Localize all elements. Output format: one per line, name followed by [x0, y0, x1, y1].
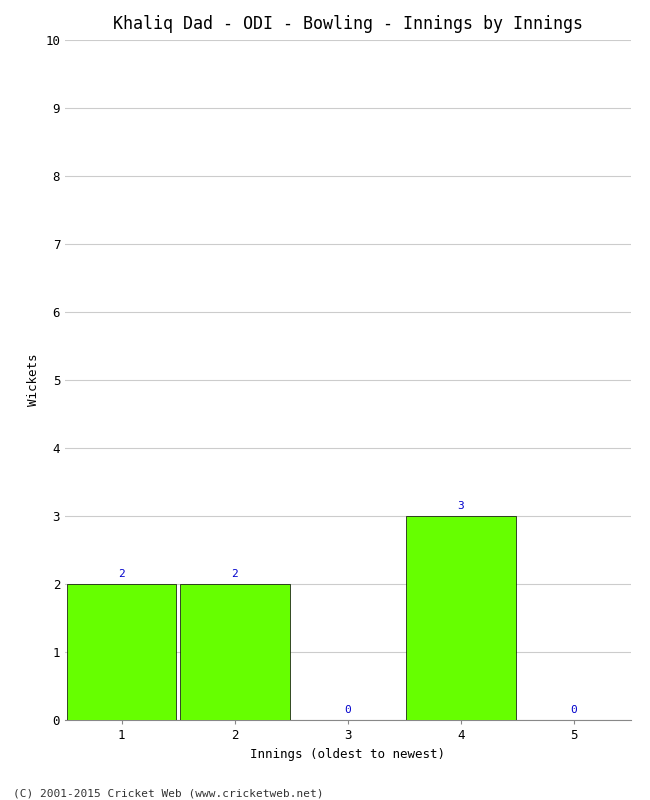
Y-axis label: Wickets: Wickets: [27, 354, 40, 406]
Bar: [406, 516, 515, 720]
Text: (C) 2001-2015 Cricket Web (www.cricketweb.net): (C) 2001-2015 Cricket Web (www.cricketwe…: [13, 788, 324, 798]
Title: Khaliq Dad - ODI - Bowling - Innings by Innings: Khaliq Dad - ODI - Bowling - Innings by …: [112, 15, 583, 33]
Text: 0: 0: [571, 706, 577, 715]
Text: 2: 2: [118, 570, 125, 579]
Bar: [180, 584, 289, 720]
Bar: [67, 584, 176, 720]
Text: 3: 3: [458, 502, 464, 511]
X-axis label: Innings (oldest to newest): Innings (oldest to newest): [250, 747, 445, 761]
Text: 0: 0: [344, 706, 351, 715]
Text: 2: 2: [231, 570, 238, 579]
